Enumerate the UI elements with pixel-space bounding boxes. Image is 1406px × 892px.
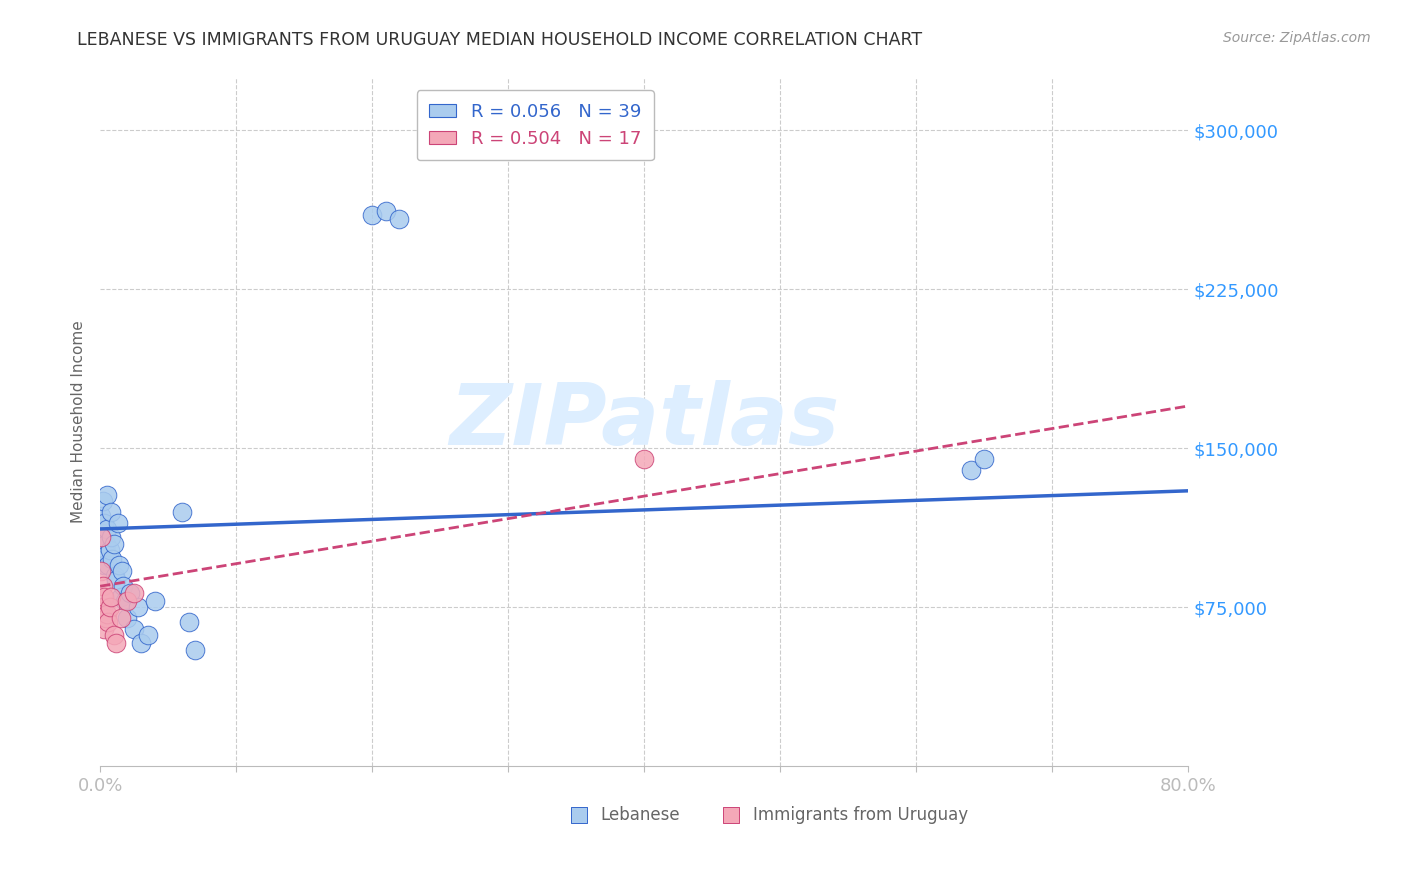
Point [111, 565, 134, 579]
Text: Immigrants from Uruguay: Immigrants from Uruguay [754, 805, 969, 823]
Point [129, 636, 152, 650]
Point [177, 615, 200, 630]
Point [103, 537, 125, 551]
Point [143, 594, 166, 608]
Point [122, 622, 145, 636]
Point [96, 607, 118, 621]
Point [127, 600, 149, 615]
Point [97, 615, 120, 630]
Point [108, 558, 131, 572]
Point [96, 522, 118, 536]
Point [100, 531, 122, 545]
Point [688, 759, 710, 773]
Text: ZIPatlas: ZIPatlas [449, 380, 839, 464]
Point [90, 565, 112, 579]
Point [118, 585, 141, 599]
Point [633, 452, 655, 467]
Point [93, 558, 115, 572]
Point [96, 488, 118, 502]
Point [361, 208, 384, 222]
Point [112, 579, 135, 593]
Point [90, 509, 112, 524]
Point [105, 573, 128, 587]
Point [170, 505, 193, 519]
Point [184, 642, 207, 657]
Point [93, 622, 115, 636]
Point [103, 628, 125, 642]
Point [91, 494, 114, 508]
Point [136, 628, 159, 642]
Text: LEBANESE VS IMMIGRANTS FROM URUGUAY MEDIAN HOUSEHOLD INCOME CORRELATION CHART: LEBANESE VS IMMIGRANTS FROM URUGUAY MEDI… [77, 31, 922, 49]
Point [90, 526, 112, 541]
Point [91, 531, 114, 545]
Point [877, 759, 900, 773]
Point [101, 551, 124, 566]
Text: Source: ZipAtlas.com: Source: ZipAtlas.com [1223, 31, 1371, 45]
Point [93, 590, 115, 604]
Point [94, 611, 117, 625]
Point [973, 452, 995, 467]
Point [105, 636, 128, 650]
Point [122, 585, 145, 599]
Point [110, 611, 132, 625]
Point [117, 594, 139, 608]
Point [100, 505, 122, 519]
Point [374, 204, 396, 219]
Point [91, 600, 114, 615]
Point [93, 516, 115, 530]
Point [100, 590, 122, 604]
Text: Lebanese: Lebanese [600, 805, 681, 823]
Point [98, 543, 121, 558]
Point [97, 558, 120, 572]
Y-axis label: Median Household Income: Median Household Income [72, 320, 86, 524]
Point [90, 531, 112, 545]
Point [110, 590, 132, 604]
Point [104, 568, 127, 582]
Point [91, 579, 114, 593]
Point [388, 212, 411, 227]
Legend: R = 0.056   N = 39, R = 0.504   N = 17: R = 0.056 N = 39, R = 0.504 N = 17 [416, 90, 654, 161]
Point [114, 594, 136, 608]
Point [94, 537, 117, 551]
Point [117, 611, 139, 625]
Point [96, 548, 118, 562]
Point [107, 516, 129, 530]
Point [98, 600, 121, 615]
Point [959, 462, 981, 476]
